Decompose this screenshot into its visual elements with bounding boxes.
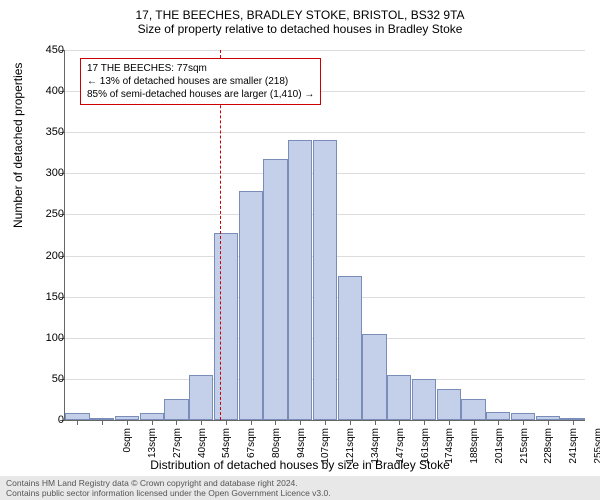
bar bbox=[239, 191, 263, 420]
bar bbox=[461, 399, 485, 420]
bar bbox=[338, 276, 362, 420]
grid-line bbox=[65, 132, 585, 133]
bar bbox=[164, 399, 188, 420]
x-tick bbox=[127, 420, 128, 425]
x-tick bbox=[375, 420, 376, 425]
bar bbox=[387, 375, 411, 420]
bar bbox=[140, 413, 164, 420]
annotation-line: 17 THE BEECHES: 77sqm bbox=[87, 62, 314, 75]
x-tick-label: 215sqm bbox=[519, 428, 530, 478]
x-tick-label: 174sqm bbox=[444, 428, 455, 478]
x-tick-label: 201sqm bbox=[494, 428, 505, 478]
x-tick bbox=[573, 420, 574, 425]
footer-line2: Contains public sector information licen… bbox=[6, 488, 594, 498]
x-tick bbox=[226, 420, 227, 425]
x-tick bbox=[474, 420, 475, 425]
y-tick-label: 250 bbox=[34, 208, 64, 220]
x-tick-label: 40sqm bbox=[197, 428, 208, 478]
bar bbox=[189, 375, 213, 420]
y-tick-label: 350 bbox=[34, 126, 64, 138]
y-axis-label: Number of detached properties bbox=[11, 63, 25, 228]
x-tick bbox=[102, 420, 103, 425]
y-tick-label: 200 bbox=[34, 250, 64, 262]
x-tick-label: 13sqm bbox=[147, 428, 158, 478]
x-tick-label: 147sqm bbox=[395, 428, 406, 478]
bar bbox=[214, 233, 238, 420]
x-tick bbox=[176, 420, 177, 425]
bar bbox=[486, 412, 510, 420]
chart-title-line2: Size of property relative to detached ho… bbox=[8, 22, 592, 36]
x-tick bbox=[275, 420, 276, 425]
x-tick-label: 121sqm bbox=[345, 428, 356, 478]
bar bbox=[263, 159, 287, 420]
bar bbox=[288, 140, 312, 420]
x-tick bbox=[399, 420, 400, 425]
bar bbox=[437, 389, 461, 420]
chart-title-line1: 17, THE BEECHES, BRADLEY STOKE, BRISTOL,… bbox=[8, 8, 592, 22]
x-tick-label: 107sqm bbox=[320, 428, 331, 478]
annotation-line: ← 13% of detached houses are smaller (21… bbox=[87, 75, 314, 88]
x-tick-label: 0sqm bbox=[122, 428, 133, 478]
x-tick bbox=[201, 420, 202, 425]
y-tick-label: 50 bbox=[34, 373, 64, 385]
y-tick-label: 0 bbox=[34, 414, 64, 426]
annotation-line: 85% of semi-detached houses are larger (… bbox=[87, 88, 314, 101]
x-tick-label: 241sqm bbox=[568, 428, 579, 478]
footer: Contains HM Land Registry data © Crown c… bbox=[0, 476, 600, 500]
bar bbox=[313, 140, 337, 420]
x-tick bbox=[424, 420, 425, 425]
x-tick-label: 188sqm bbox=[469, 428, 480, 478]
x-tick bbox=[449, 420, 450, 425]
x-tick bbox=[350, 420, 351, 425]
bar bbox=[412, 379, 436, 420]
y-tick-label: 100 bbox=[34, 332, 64, 344]
y-tick-label: 450 bbox=[34, 44, 64, 56]
x-tick-label: 80sqm bbox=[271, 428, 282, 478]
x-tick bbox=[325, 420, 326, 425]
x-tick-label: 134sqm bbox=[370, 428, 381, 478]
plot-area bbox=[64, 50, 585, 421]
x-tick bbox=[152, 420, 153, 425]
x-tick bbox=[523, 420, 524, 425]
x-tick bbox=[548, 420, 549, 425]
x-tick bbox=[251, 420, 252, 425]
x-tick bbox=[300, 420, 301, 425]
x-tick bbox=[498, 420, 499, 425]
x-tick bbox=[77, 420, 78, 425]
annotation-box: 17 THE BEECHES: 77sqm← 13% of detached h… bbox=[80, 58, 321, 105]
x-tick-label: 54sqm bbox=[221, 428, 232, 478]
y-tick-label: 400 bbox=[34, 85, 64, 97]
grid-line bbox=[65, 50, 585, 51]
footer-line1: Contains HM Land Registry data © Crown c… bbox=[6, 478, 594, 488]
y-tick-label: 150 bbox=[34, 291, 64, 303]
x-tick-label: 228sqm bbox=[543, 428, 554, 478]
x-tick-label: 255sqm bbox=[593, 428, 600, 478]
x-tick-label: 94sqm bbox=[296, 428, 307, 478]
x-tick-label: 27sqm bbox=[172, 428, 183, 478]
reference-line bbox=[220, 50, 221, 420]
x-tick-label: 67sqm bbox=[246, 428, 257, 478]
x-tick-label: 161sqm bbox=[420, 428, 431, 478]
y-tick-label: 300 bbox=[34, 167, 64, 179]
bar bbox=[362, 334, 386, 420]
chart-container: 17, THE BEECHES, BRADLEY STOKE, BRISTOL,… bbox=[8, 8, 592, 492]
